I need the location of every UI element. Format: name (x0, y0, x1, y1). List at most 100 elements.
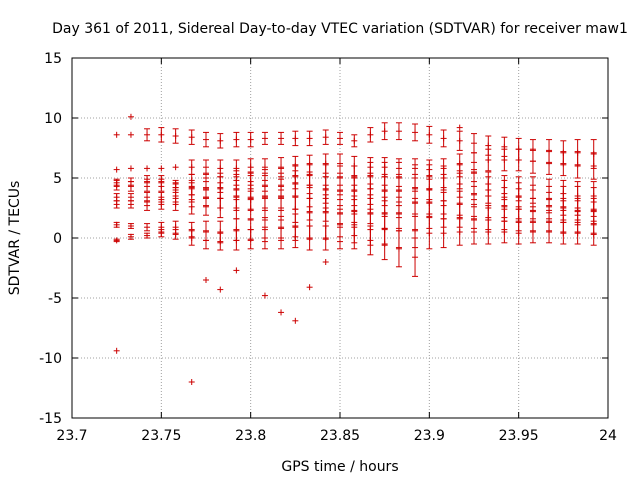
data-point (144, 194, 151, 201)
data-point (172, 201, 179, 208)
data-point (412, 227, 419, 234)
data-point (501, 157, 508, 163)
data-point (113, 182, 120, 189)
data-point (203, 203, 209, 210)
series-track-2 (113, 148, 597, 180)
isolated-points (113, 113, 463, 385)
x-tick-label: 23.95 (499, 428, 539, 444)
data-point (426, 131, 433, 138)
data-point (515, 230, 522, 237)
data-point (306, 203, 313, 210)
data-point (574, 161, 581, 168)
data-point (322, 134, 329, 141)
data-point (471, 140, 477, 147)
data-point (144, 202, 151, 209)
data-point (261, 205, 268, 211)
data-point (351, 137, 358, 144)
data-point (574, 230, 581, 237)
data-point (292, 135, 299, 142)
data-point (247, 164, 254, 171)
series-track-1 (113, 122, 597, 169)
data-point (127, 233, 134, 240)
y-tick-label: 15 (44, 51, 62, 67)
data-point (471, 183, 477, 190)
data-point (412, 254, 419, 261)
data-point (306, 235, 313, 241)
data-point (188, 235, 195, 241)
data-point (188, 191, 195, 198)
data-point (247, 136, 254, 143)
data-point (322, 235, 329, 241)
data-point (158, 131, 165, 138)
data-point (127, 223, 134, 229)
data-point (412, 129, 419, 136)
x-tick-label: 23.75 (141, 428, 181, 444)
data-point (485, 142, 492, 149)
isolated-point (127, 113, 134, 120)
data-point (144, 232, 151, 239)
data-point (261, 135, 268, 142)
data-point (546, 159, 553, 166)
data-point (485, 157, 492, 163)
data-point (247, 236, 254, 243)
data-point (395, 128, 402, 135)
data-point (188, 164, 195, 171)
data-point (590, 231, 597, 238)
data-point (471, 229, 477, 235)
y-tick-label: 0 (53, 231, 62, 247)
data-point (127, 194, 134, 201)
data-point (127, 131, 134, 138)
tick-labels: 23.7 23.75 23.8 23.85 23.9 23.95 24 -15 -10 -5 0 5 1… (39, 51, 617, 444)
data-point (395, 245, 402, 252)
chart-title: Day 361 of 2011, Sidereal Day-to-day VTE… (52, 21, 628, 37)
data-point (172, 133, 179, 139)
isolated-point (188, 379, 195, 385)
data-point (113, 221, 120, 228)
data-point (456, 137, 463, 144)
x-axis-label: GPS time / hours (281, 459, 398, 475)
data-marks (113, 113, 597, 385)
data-point (560, 160, 567, 167)
data-point (172, 164, 179, 171)
data-point (144, 131, 151, 138)
data-point (113, 201, 120, 208)
x-tick-label: 23.8 (235, 428, 266, 444)
isolated-point (322, 259, 329, 265)
data-point (278, 135, 285, 142)
isolated-point (261, 292, 268, 299)
data-point (188, 203, 195, 210)
data-point (501, 229, 508, 235)
axis-ticks (71, 57, 609, 419)
data-point (381, 128, 388, 135)
data-point (247, 182, 254, 189)
data-point (560, 230, 567, 237)
data-point (113, 131, 120, 138)
data-point (203, 136, 209, 143)
data-point (440, 211, 447, 217)
data-point (501, 190, 508, 197)
data-point (440, 184, 447, 191)
data-point (278, 205, 285, 211)
data-point (546, 229, 553, 235)
series-track-8 (113, 221, 419, 277)
series-track-5 (113, 182, 597, 226)
x-tick-label: 24 (599, 428, 617, 444)
data-point (381, 241, 388, 247)
isolated-point (456, 124, 463, 131)
data-point (292, 206, 299, 213)
data-point (471, 159, 477, 166)
data-point (440, 230, 447, 237)
data-point (485, 229, 492, 235)
data-point (426, 230, 433, 237)
data-point (456, 181, 463, 187)
data-point (367, 206, 374, 213)
data-point (515, 157, 522, 163)
data-point (322, 205, 329, 211)
isolated-point (203, 277, 209, 283)
data-point (144, 224, 151, 231)
data-point (203, 237, 209, 244)
data-point (292, 233, 299, 240)
data-point (501, 214, 508, 221)
data-point (113, 237, 120, 244)
data-point (233, 237, 240, 244)
